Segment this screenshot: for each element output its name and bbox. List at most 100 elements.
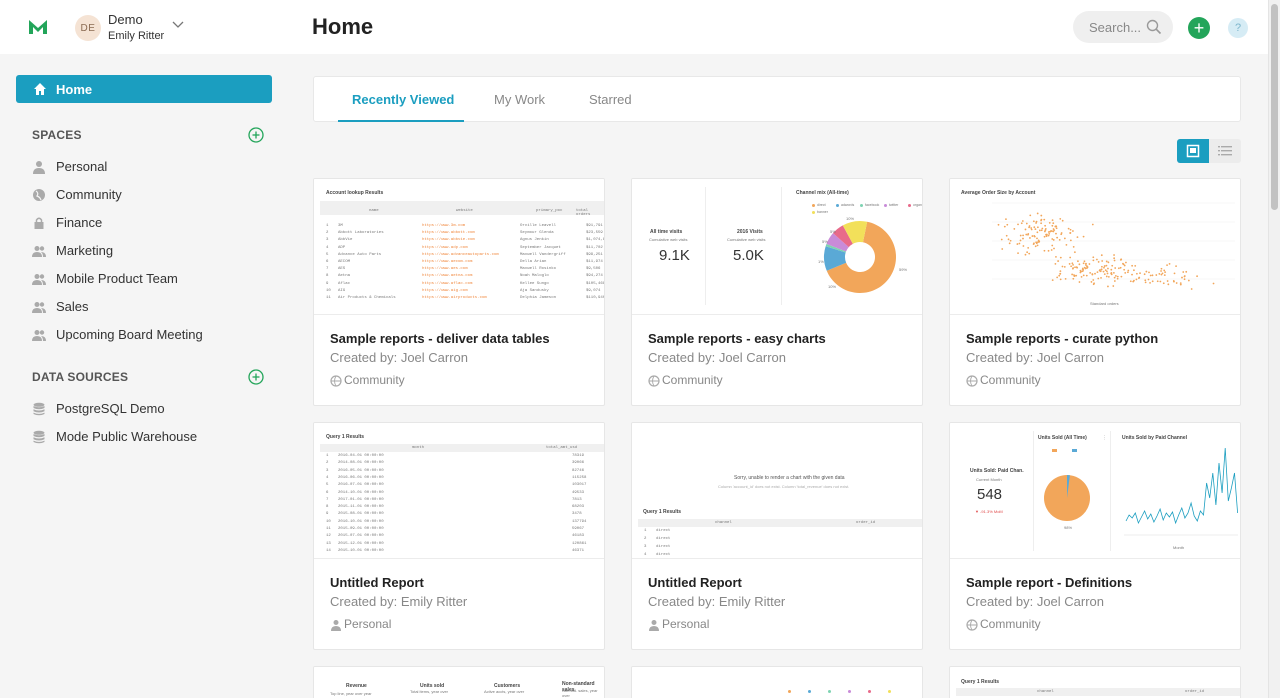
- kpi-label: 2016 Visits: [737, 229, 763, 235]
- report-creator: Created by: Joel Carron: [648, 350, 787, 365]
- table-cell: $99,251: [586, 252, 603, 257]
- page-scrollbar[interactable]: [1268, 0, 1280, 698]
- scatter-point: [1164, 271, 1167, 274]
- report-thumbnail[interactable]: Sorry, unable to render a chart with the…: [632, 423, 922, 559]
- sidebar-item-label: Mode Public Warehouse: [56, 429, 198, 444]
- globe-icon: [966, 375, 978, 387]
- add-space-icon[interactable]: [248, 127, 264, 143]
- sidebar-item-mode-public-warehouse[interactable]: Mode Public Warehouse: [32, 427, 272, 447]
- units-pie-chart: [1044, 475, 1090, 521]
- kpi-sub: Cumulative web visits: [649, 237, 688, 242]
- scatter-point: [1092, 283, 1095, 286]
- report-thumbnail[interactable]: Units Sold: Paid Chan. Current Month 548…: [950, 423, 1240, 559]
- user-name[interactable]: Emily Ritter: [108, 30, 165, 42]
- scatter-point: [1033, 235, 1036, 237]
- table-cell: $23,559: [586, 231, 603, 236]
- report-thumbnail[interactable]: Query 1 Results month total_amt_usd 1 201…: [314, 423, 604, 559]
- report-space[interactable]: Community: [662, 373, 723, 387]
- table-cell: 3: [326, 238, 329, 243]
- table-cell: 6: [326, 490, 329, 495]
- scatter-point: [1149, 281, 1151, 284]
- new-report-button[interactable]: +: [1188, 17, 1210, 39]
- org-name[interactable]: Demo: [108, 12, 143, 27]
- sidebar-item-label: Marketing: [56, 243, 114, 258]
- table-cell: 68203: [572, 505, 585, 510]
- report-creator: Created by: Joel Carron: [966, 350, 1105, 365]
- mode-logo-icon[interactable]: [28, 18, 48, 36]
- report-card[interactable]: Account lookup Results name website prim…: [313, 178, 605, 406]
- sidebar-item-postgresql-demo[interactable]: PostgreSQL Demo: [32, 399, 272, 419]
- scatter-point: [1078, 281, 1081, 283]
- report-thumbnail[interactable]: Average Order Size by Account Standard o…: [950, 179, 1240, 315]
- report-title[interactable]: Sample reports - easy charts: [648, 331, 826, 346]
- database-icon: [33, 402, 45, 416]
- sidebar-item-sales[interactable]: Sales: [32, 297, 272, 317]
- report-space[interactable]: Personal: [662, 617, 710, 631]
- scatter-point: [1131, 264, 1134, 267]
- chevron-down-icon[interactable]: [172, 18, 184, 30]
- report-card[interactable]: Average Order Size by Account Standard o…: [949, 178, 1241, 406]
- search-icon[interactable]: [1146, 19, 1162, 35]
- report-card[interactable]: Query 1 Results month total_amt_usd 1 201…: [313, 422, 605, 650]
- scatter-point: [1149, 274, 1152, 277]
- sidebar-item-marketing[interactable]: Marketing: [32, 241, 272, 261]
- report-thumbnail[interactable]: Account lookup Results name website prim…: [314, 179, 604, 315]
- sidebar-item-upcoming-board-meeting[interactable]: Upcoming Board Meeting: [32, 325, 272, 345]
- sidebar-item-label: Mobile Product Team: [56, 271, 178, 286]
- pie-slice: [826, 221, 896, 293]
- scatter-point: [1107, 285, 1109, 288]
- report-card[interactable]: Query 1 Results channel order_id: [949, 666, 1241, 698]
- legend-label: organic: [913, 203, 922, 207]
- sidebar-item-personal[interactable]: Personal: [32, 157, 272, 177]
- report-title[interactable]: Untitled Report: [648, 575, 742, 590]
- sidebar-item-mobile-product-team[interactable]: Mobile Product Team: [32, 269, 272, 289]
- table-cell: Kellee Sungo: [520, 281, 549, 286]
- report-title[interactable]: Sample reports - curate python: [966, 331, 1159, 346]
- report-card[interactable]: Sorry, unable to render a chart with the…: [631, 422, 923, 650]
- report-thumbnail[interactable]: Query 1 Results channel order_id: [950, 667, 1240, 698]
- report-thumbnail[interactable]: Revenue Units sold Customers Non-standar…: [314, 667, 604, 698]
- add-data-source-icon[interactable]: [248, 369, 264, 385]
- report-title[interactable]: Sample report - Definitions: [966, 575, 1133, 590]
- list-view-button[interactable]: [1209, 139, 1241, 163]
- report-title[interactable]: Sample reports - deliver data tables: [330, 331, 550, 346]
- search-placeholder[interactable]: Search...: [1089, 20, 1142, 35]
- scatter-point: [1081, 270, 1084, 273]
- report-space[interactable]: Personal: [344, 617, 392, 631]
- sidebar-item-community[interactable]: Community: [32, 185, 272, 205]
- kpi-sub: Active accts, year over: [484, 689, 525, 694]
- search-box[interactable]: Search...: [1073, 11, 1173, 43]
- report-space[interactable]: Community: [344, 373, 405, 387]
- report-card[interactable]: All time visits Cumulative web visits 9.…: [631, 178, 923, 406]
- tab-my-work[interactable]: My Work: [494, 92, 546, 107]
- tab-recently-viewed[interactable]: Recently Viewed: [352, 92, 455, 107]
- report-thumbnail[interactable]: All time visits Cumulative web visits 9.…: [632, 179, 922, 315]
- tab-starred[interactable]: Starred: [589, 92, 632, 107]
- scatter-point: [1024, 253, 1027, 256]
- sidebar-item-finance[interactable]: Finance: [32, 213, 272, 233]
- scatter-point: [1079, 269, 1082, 272]
- report-title[interactable]: Untitled Report: [330, 575, 424, 590]
- sidebar-item-home[interactable]: Home: [16, 75, 272, 103]
- table-cell: 10: [326, 288, 331, 293]
- scrollbar-thumb[interactable]: [1271, 4, 1278, 210]
- table-cell: direct: [656, 537, 671, 541]
- legend-swatch: [868, 690, 871, 693]
- report-space[interactable]: Community: [980, 617, 1041, 631]
- report-card[interactable]: Units Sold: Paid Chan. Current Month 548…: [949, 422, 1241, 650]
- scatter-point: [1072, 245, 1075, 248]
- scatter-point: [1151, 280, 1154, 283]
- scatter-point: [1044, 230, 1046, 233]
- grid-view-button[interactable]: [1177, 139, 1209, 163]
- org-avatar[interactable]: DE: [75, 15, 101, 41]
- report-thumbnail[interactable]: [632, 667, 922, 698]
- kpi-sub: Cumulative web visits: [727, 237, 766, 242]
- scatter-point: [1110, 268, 1113, 271]
- help-button[interactable]: ?: [1228, 18, 1248, 38]
- table-cell: 2016-06-01 00:00:00: [338, 475, 384, 480]
- report-card[interactable]: [631, 666, 923, 698]
- report-space[interactable]: Community: [980, 373, 1041, 387]
- scatter-point: [1052, 222, 1055, 225]
- kpi-sub: Total items, year over: [410, 689, 449, 694]
- report-card[interactable]: Revenue Units sold Customers Non-standar…: [313, 666, 605, 698]
